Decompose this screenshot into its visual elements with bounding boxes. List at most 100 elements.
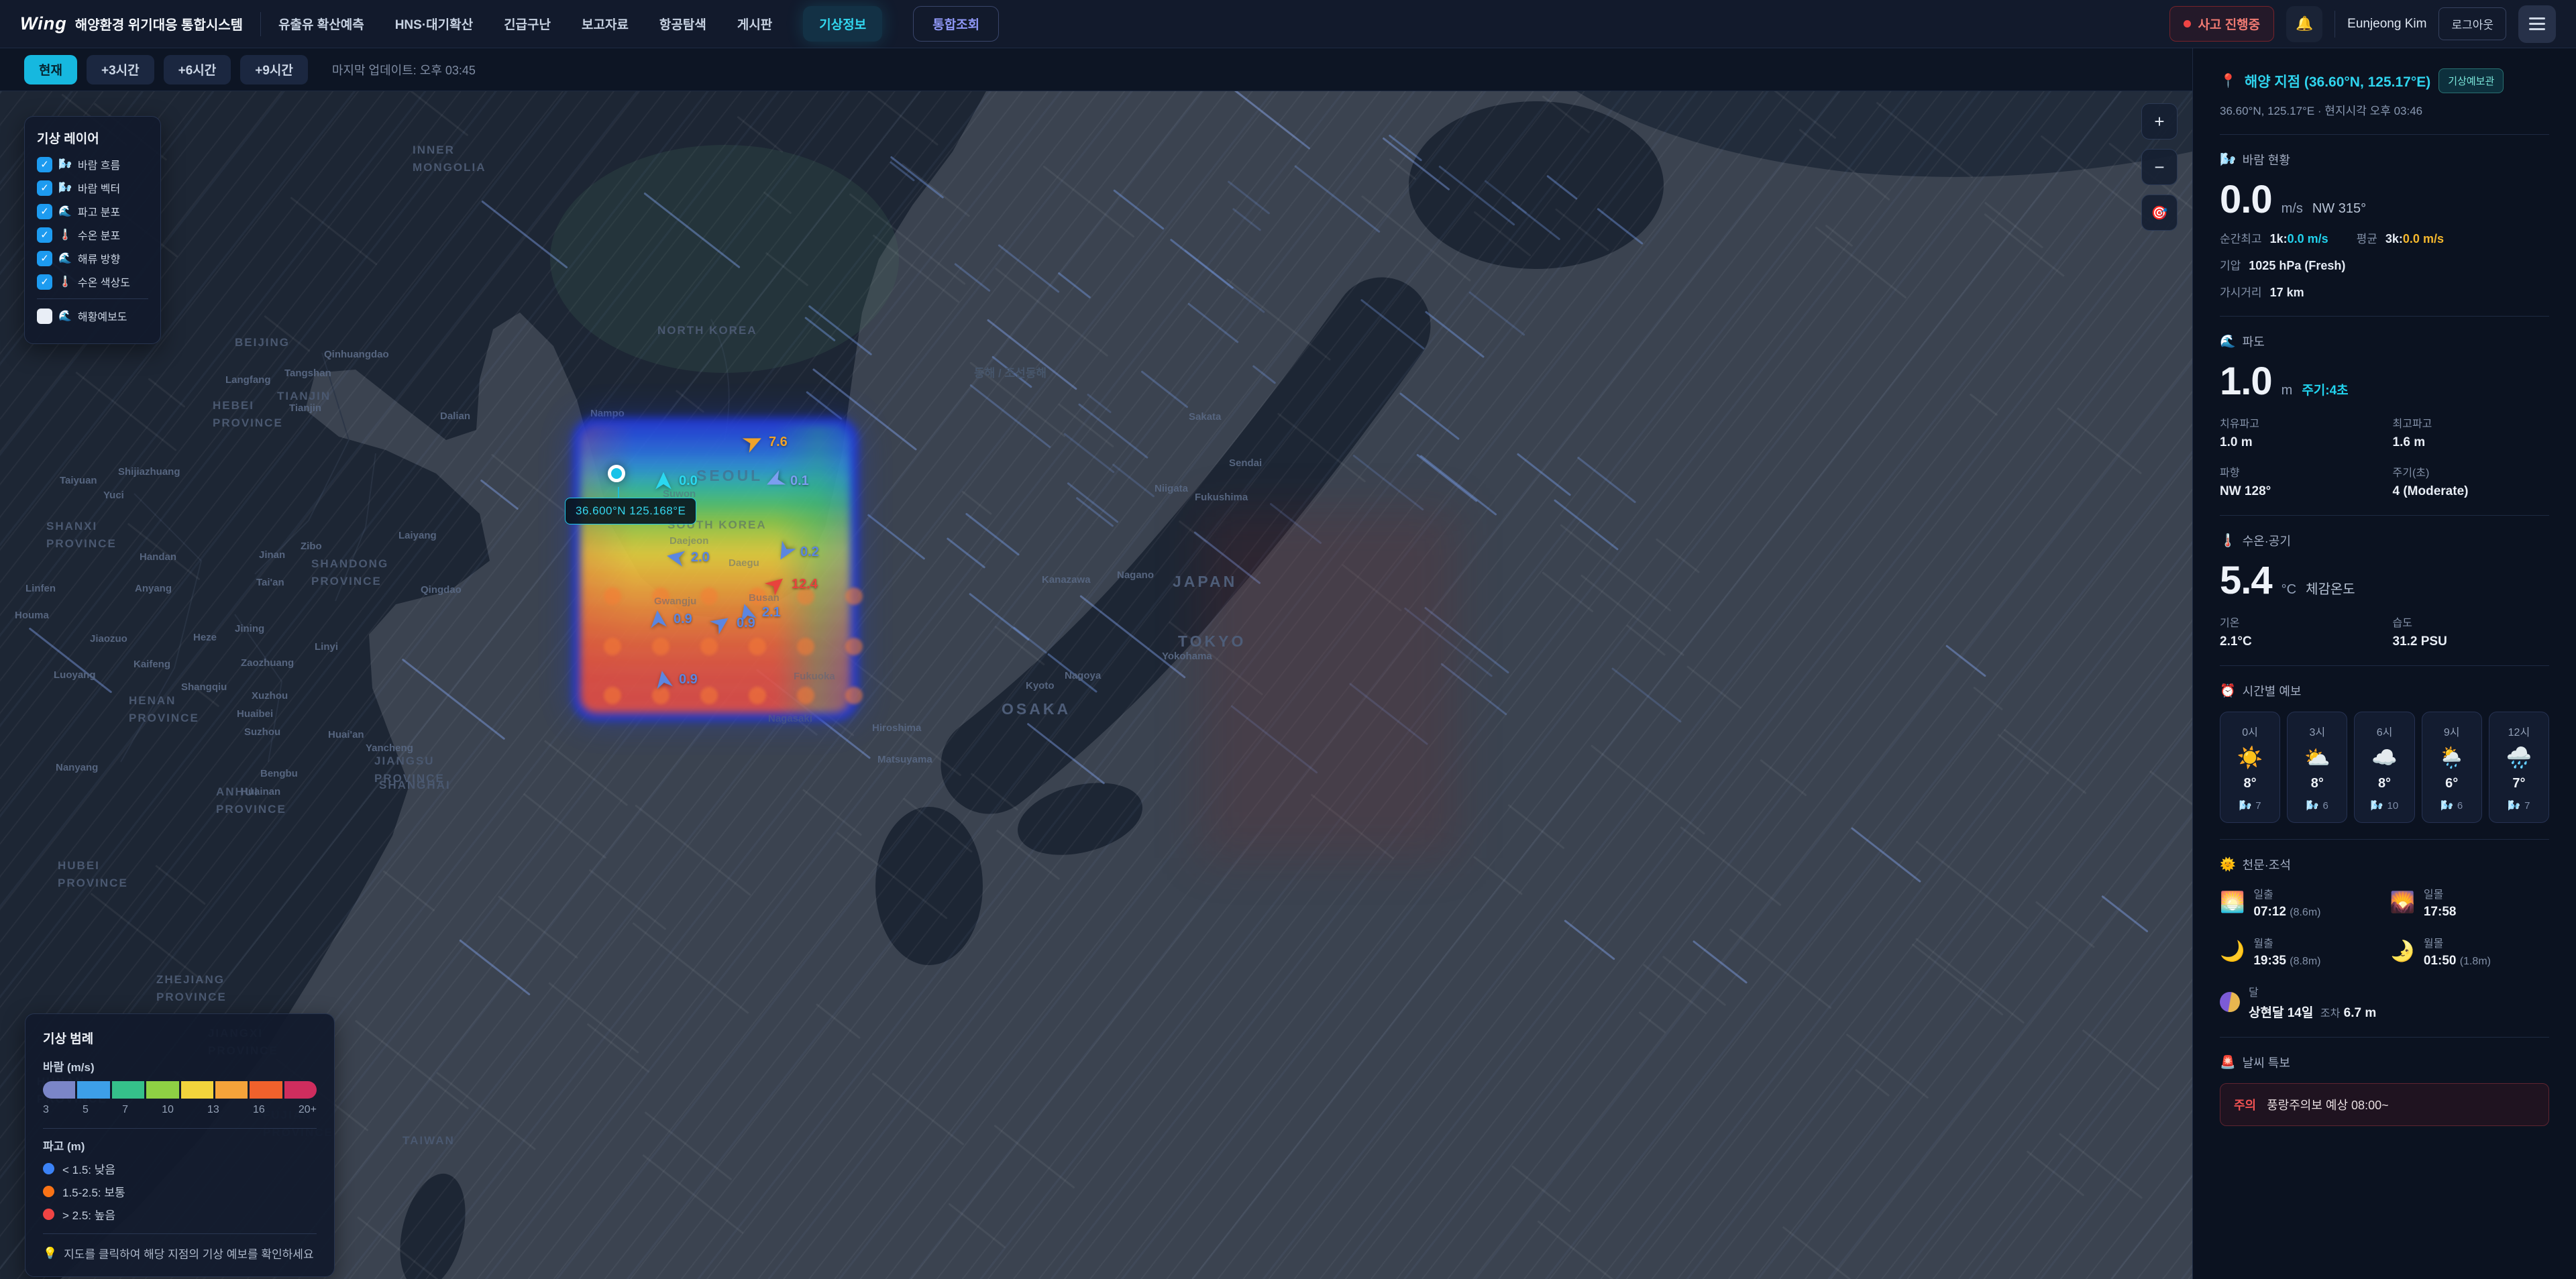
hamburger-menu-button[interactable] bbox=[2518, 5, 2556, 43]
layer-row-3[interactable]: ✓ 🌡️ 수온 분포 bbox=[37, 227, 148, 243]
zoom-out-button[interactable]: − bbox=[2141, 149, 2178, 185]
sea-label: 동해 / 조선동해 bbox=[974, 367, 1047, 380]
map-label: Huai'an bbox=[328, 729, 364, 740]
weather-icon: 🌦️ bbox=[2438, 746, 2465, 769]
logout-button[interactable]: 로그아웃 bbox=[2438, 7, 2506, 40]
wind-section-title: 바람 현황 bbox=[2242, 154, 2290, 167]
heat-dot bbox=[604, 687, 621, 704]
map-label: Dalian bbox=[440, 410, 471, 422]
map-label: Gwangju bbox=[654, 596, 697, 607]
feels-like-label: 체감온도 bbox=[2306, 582, 2355, 597]
time-tabs: 현재 +3시간 +6시간 +9시간 bbox=[24, 54, 308, 85]
gust-prefix: 1k: bbox=[2269, 232, 2288, 245]
moonrise-icon: 🌙 bbox=[2220, 940, 2245, 962]
forecast-wind-value: 7 bbox=[2255, 799, 2261, 812]
forecast-temp: 8° bbox=[2377, 776, 2392, 791]
heat-dot bbox=[845, 687, 863, 704]
time-tab-2[interactable]: +6시간 bbox=[163, 54, 231, 85]
nav-item-2[interactable]: 긴급구난 bbox=[504, 18, 551, 32]
heat-dot bbox=[797, 687, 814, 704]
visibility-label: 가시거리 bbox=[2220, 286, 2262, 299]
wind-tick: 10 bbox=[162, 1104, 174, 1115]
map-label: Huainan bbox=[241, 786, 281, 797]
layer-row-2[interactable]: ✓ 🌊 파고 분포 bbox=[37, 203, 148, 219]
layer-row-6[interactable]: 🌊 해황예보도 bbox=[37, 308, 148, 324]
weather-alert-section: 🚨 날씨 특보 주의 풍랑주의보 예상 08:00~ bbox=[2220, 1054, 2549, 1126]
current-arrow: 7.6 bbox=[742, 432, 788, 453]
time-tab-0[interactable]: 현재 bbox=[24, 54, 77, 85]
map-label: Matsuyama bbox=[877, 754, 932, 765]
nav-item-1[interactable]: HNS·대기확산 bbox=[394, 18, 474, 32]
wave-stat: 파향 NW 128° bbox=[2220, 467, 2271, 498]
layer-row-4[interactable]: ✓ 🌊 해류 방향 bbox=[37, 250, 148, 266]
map-label: Nanyang bbox=[56, 762, 99, 773]
sunrise-icon: 🌅 bbox=[2220, 891, 2245, 913]
layer-checkbox[interactable] bbox=[37, 308, 52, 324]
layer-label: 바람 벡터 bbox=[77, 184, 121, 195]
layer-checkbox[interactable]: ✓ bbox=[37, 180, 52, 196]
forecast-wind-value: 7 bbox=[2524, 799, 2530, 812]
user-divider bbox=[2334, 10, 2336, 38]
map-label: Luoyang bbox=[54, 669, 96, 681]
layer-checkbox[interactable]: ✓ bbox=[37, 156, 52, 172]
layer-row-1[interactable]: ✓ 🌬️ 바람 벡터 bbox=[37, 180, 148, 196]
locate-target-button[interactable]: 🎯 bbox=[2141, 194, 2178, 231]
heat-dot bbox=[845, 588, 863, 605]
layer-label: 해류 방향 bbox=[77, 254, 121, 266]
map-label: Suwon bbox=[663, 488, 696, 500]
header-divider bbox=[260, 11, 262, 36]
forecast-wind: 🌬️ 7 bbox=[2239, 799, 2261, 812]
forecast-wind: 🌬️ 6 bbox=[2440, 799, 2463, 812]
layer-row-0[interactable]: ✓ 🌬️ 바람 흐름 bbox=[37, 156, 148, 172]
layer-label: 파고 분포 bbox=[77, 207, 121, 219]
forecast-wind: 🌬️ 10 bbox=[2371, 799, 2398, 812]
nav-item-0[interactable]: 유출유 확산예측 bbox=[278, 18, 364, 32]
nav-item-6[interactable]: 기상정보 bbox=[803, 6, 883, 42]
map-label: Langfang bbox=[225, 374, 271, 386]
map-label: HUBEI PROVINCE bbox=[58, 859, 128, 889]
nav-item-4[interactable]: 항공탐색 bbox=[659, 18, 706, 32]
map-label: Qingdao bbox=[421, 584, 462, 596]
nav-item-7[interactable]: 통합조회 bbox=[913, 6, 1000, 42]
nav-item-5[interactable]: 게시판 bbox=[737, 18, 773, 32]
alert-box[interactable]: 주의 풍랑주의보 예상 08:00~ bbox=[2220, 1083, 2549, 1126]
nav-item-3[interactable]: 보고자료 bbox=[582, 18, 629, 32]
wind-tick: 7 bbox=[122, 1104, 128, 1115]
time-tab-3[interactable]: +9시간 bbox=[240, 54, 308, 85]
wave-legend-item: < 1.5: 낮음 bbox=[43, 1160, 317, 1177]
moonrise-item: 🌙 월출 19:35 (8.8m) bbox=[2220, 938, 2321, 968]
basemap bbox=[0, 91, 2192, 1279]
layer-checkbox[interactable]: ✓ bbox=[37, 274, 52, 290]
forecast-wind-value: 6 bbox=[2457, 799, 2463, 812]
forecast-wind-value: 6 bbox=[2322, 799, 2328, 812]
zoom-in-button[interactable]: + bbox=[2141, 103, 2178, 140]
marker-line bbox=[618, 487, 619, 498]
wind-swatch bbox=[215, 1081, 248, 1099]
incident-status-badge[interactable]: 사고 진행중 bbox=[2169, 6, 2275, 42]
thermometer-icon: 🌡️ bbox=[2220, 534, 2236, 548]
forecast-card-3: 9시 🌦️ 6° 🌬️ 6 bbox=[2421, 712, 2482, 823]
layer-checkbox[interactable]: ✓ bbox=[37, 250, 52, 266]
map-column: 현재 +3시간 +6시간 +9시간 마지막 업데이트: 오후 03:45 bbox=[0, 48, 2192, 1279]
layer-checkbox[interactable]: ✓ bbox=[37, 227, 52, 243]
forecast-time: 0시 bbox=[2242, 727, 2258, 738]
forecast-card-1: 3시 ⛅ 8° 🌬️ 6 bbox=[2287, 712, 2348, 823]
map-label: JIANGSU PROVINCE bbox=[374, 755, 445, 785]
forecast-time: 6시 bbox=[2376, 727, 2393, 738]
selected-point-marker[interactable] bbox=[608, 465, 625, 482]
map-label: Tangshan bbox=[284, 368, 331, 379]
notifications-button[interactable]: 🔔 bbox=[2286, 5, 2323, 42]
map-label: SHANDONG PROVINCE bbox=[311, 557, 389, 588]
wind-tick: 3 bbox=[43, 1104, 49, 1115]
wave-legend-label: 1.5-2.5: 보통 bbox=[62, 1186, 125, 1199]
map-label: Yuci bbox=[103, 490, 124, 501]
wind-swatch bbox=[284, 1081, 317, 1099]
avg-prefix: 3k: bbox=[2385, 232, 2403, 245]
time-tab-1[interactable]: +3시간 bbox=[86, 54, 154, 85]
layer-checkbox[interactable]: ✓ bbox=[37, 203, 52, 219]
weather-icon: ⛅ bbox=[2304, 746, 2330, 769]
map-canvas[interactable]: INNER MONGOLIA BEIJING TIANJIN HEBEI PROVINCE… bbox=[0, 91, 2192, 1279]
wind-icon: 🌬️ bbox=[2508, 800, 2521, 812]
layer-row-5[interactable]: ✓ 🌡️ 수온 색상도 bbox=[37, 274, 148, 290]
forecast-card-2: 6시 ☁️ 8° 🌬️ 10 bbox=[2354, 712, 2415, 823]
